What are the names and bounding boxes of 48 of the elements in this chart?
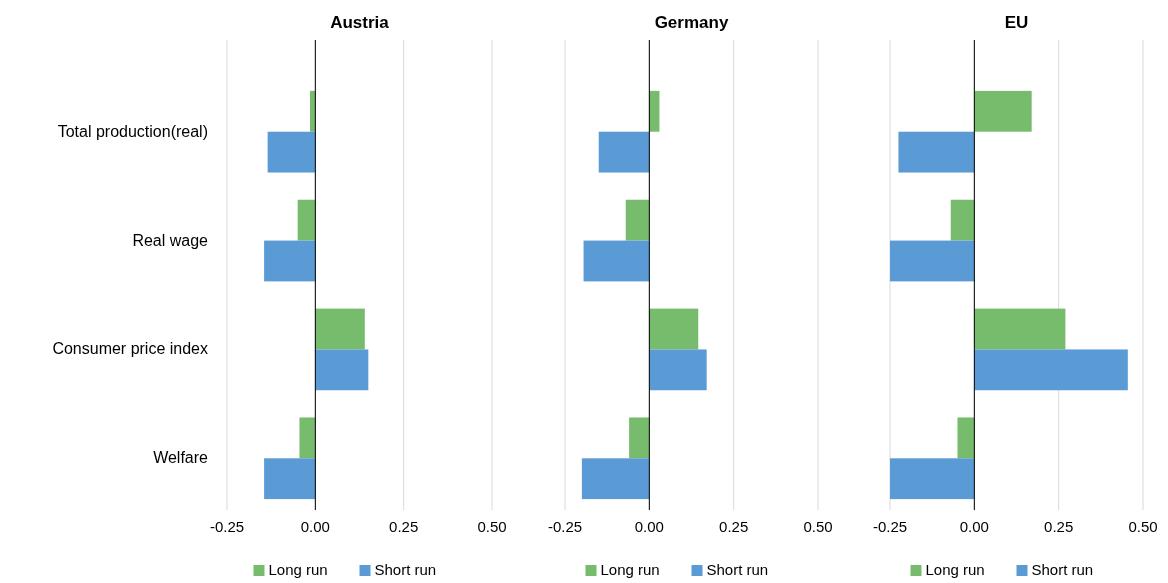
bar [264, 458, 316, 500]
bar [625, 199, 650, 241]
bar [583, 240, 650, 282]
x-tick-label: 0.50 [1128, 518, 1158, 535]
bar [974, 349, 1128, 391]
x-tick-label: 0.50 [803, 518, 833, 535]
bar [974, 90, 1032, 132]
bar [264, 240, 316, 282]
x-tick-label: -0.25 [209, 518, 245, 535]
bar [974, 308, 1066, 350]
bar [898, 131, 975, 173]
legend-label: Long run [925, 561, 985, 578]
bar [890, 240, 975, 282]
bar [581, 458, 650, 500]
x-tick-label: -0.25 [872, 518, 908, 535]
x-tick-label: 0.00 [300, 518, 330, 535]
bar [629, 417, 650, 459]
bar [598, 131, 650, 173]
chart-title: EU [1004, 13, 1029, 32]
y-tick-label: Total production(real) [57, 122, 208, 140]
bar [950, 199, 975, 241]
bar [890, 458, 975, 500]
x-tick-label: -0.25 [547, 518, 583, 535]
bar [649, 349, 707, 391]
bar [297, 199, 316, 241]
legend-label: Short run [374, 561, 437, 578]
bar [310, 90, 316, 132]
bar [315, 308, 365, 350]
x-tick-label: 0.50 [477, 518, 507, 535]
y-tick-label: Welfare [153, 449, 209, 467]
x-tick-label: 0.00 [634, 518, 664, 535]
bar [299, 417, 316, 459]
legend-label: Long run [600, 561, 660, 578]
x-tick-label: 0.00 [959, 518, 989, 535]
chart-title: Austria [330, 13, 390, 32]
y-tick-label: Consumer price index [52, 340, 208, 358]
x-tick-label: 0.25 [389, 518, 419, 535]
legend-label: Short run [1031, 561, 1094, 578]
bar [315, 349, 369, 391]
x-tick-label: 0.25 [719, 518, 749, 535]
chart-title: Germany [654, 13, 729, 32]
x-tick-label: 0.25 [1044, 518, 1074, 535]
bar [957, 417, 975, 459]
y-tick-label: Real wage [132, 231, 209, 249]
legend-label: Long run [268, 561, 328, 578]
legend-label: Short run [706, 561, 769, 578]
bar [267, 131, 316, 173]
bar [649, 308, 699, 350]
